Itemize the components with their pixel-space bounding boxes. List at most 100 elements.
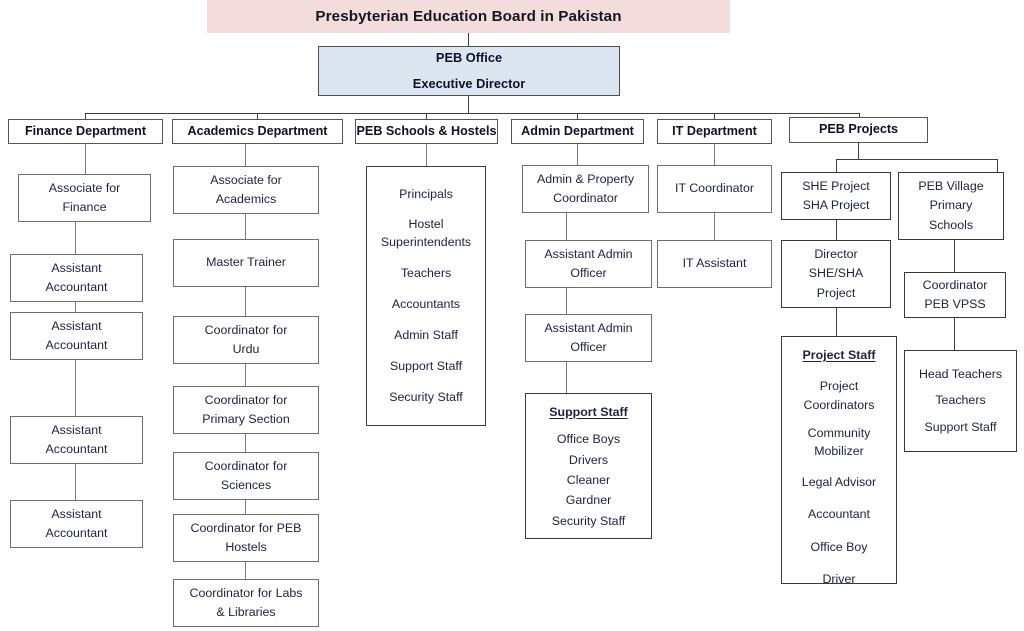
node-coordinator-primary-section: Coordinator for Primary Section: [173, 386, 319, 434]
connector-she-2: [836, 308, 838, 336]
list-item: Project Coordinators: [803, 379, 875, 412]
node-line: Assistant: [51, 506, 102, 521]
node-line: SHE Project: [802, 178, 870, 193]
connector-finance-2: [75, 222, 77, 254]
node-line: Coordinator for: [204, 392, 288, 407]
node-line: SHE/SHA: [808, 266, 864, 281]
list-item: Driver: [822, 571, 856, 586]
node-academics-department: Academics Department: [172, 119, 343, 144]
connector-it-2: [714, 213, 716, 240]
list-item: Legal Advisor: [801, 474, 877, 489]
connector-finance-4: [75, 360, 77, 416]
list-item: Hostel Superintendents: [380, 216, 472, 249]
node-associate-for-academics: Associate for Academics: [173, 166, 319, 214]
node-she-sha-project: SHE Project SHA Project: [781, 172, 891, 220]
node-admin-property-coordinator: Admin & Property Coordinator: [522, 165, 649, 213]
node-coordinator-peb-hostels: Coordinator for PEB Hostels: [173, 514, 319, 562]
node-coordinator-peb-vpss: Coordinator PEB VPSS: [904, 272, 1006, 318]
list-item: Gardner: [565, 493, 612, 508]
node-assistant-accountant-1: Assistant Accountant: [10, 254, 143, 302]
node-peb-projects-label: PEB Projects: [818, 122, 899, 137]
node-line: Assistant Admin: [544, 246, 633, 261]
node-academics-department-label: Academics Department: [187, 123, 328, 138]
connector-projects-riser-vpss: [997, 159, 999, 173]
node-line: Accountant: [45, 280, 108, 294]
connector-schools-1: [426, 144, 428, 166]
connector-academics-5: [245, 434, 247, 452]
node-associate-for-finance: Associate for Finance: [18, 174, 151, 222]
list-item: Teachers: [935, 393, 986, 408]
node-line: Accountant: [45, 338, 108, 352]
node-it-assistant: IT Assistant: [657, 240, 772, 288]
connector-riser-schools: [426, 113, 428, 122]
node-line: Sciences: [220, 478, 272, 492]
node-line: Coordinator for: [204, 322, 288, 337]
list-item: Admin Staff: [394, 327, 458, 342]
list-item: Principals: [399, 186, 453, 201]
list-item: Office Boys: [556, 432, 621, 447]
support-staff-heading: Support Staff: [549, 405, 628, 419]
node-peb-schools-hostels-label: PEB Schools & Hostels: [356, 123, 497, 138]
node-assistant-accountant-3: Assistant Accountant: [10, 416, 143, 464]
node-assistant-accountant-2: Assistant Accountant: [10, 312, 143, 360]
list-item: Support Staff: [924, 420, 997, 435]
node-line: SHA Project: [802, 198, 870, 212]
connector-academics-6: [245, 500, 247, 514]
node-finance-department: Finance Department: [8, 119, 163, 144]
node-line: Admin & Property: [536, 171, 635, 186]
connector-it-1: [714, 144, 716, 165]
connector-finance-5: [75, 464, 77, 500]
connector-finance-1: [85, 144, 87, 174]
list-item: Accountant: [808, 507, 870, 522]
connector-academics-2: [245, 214, 247, 239]
connector-title-to-exec: [468, 33, 470, 46]
node-admin-support-staff: Support Staff Office Boys Drivers Cleane…: [525, 393, 652, 539]
connector-projects-drop: [858, 143, 860, 160]
node-assistant-admin-officer-2: Assistant Admin Officer: [525, 314, 652, 362]
connector-finance-3: [75, 302, 77, 312]
connector-riser-it: [714, 113, 716, 122]
node-line: Coordinator: [922, 277, 988, 292]
node-line: PEB Village: [918, 179, 984, 194]
list-item: Office Boy: [810, 539, 868, 554]
node-finance-department-label: Finance Department: [24, 123, 147, 138]
node-assistant-accountant-4: Assistant Accountant: [10, 500, 143, 548]
node-line: Officer: [570, 266, 607, 280]
node-line: Associate for: [210, 172, 282, 187]
connector-projects-bus: [836, 159, 998, 161]
node-line: Schools: [928, 217, 974, 232]
node-peb-village-primary-schools: PEB Village Primary Schools: [898, 172, 1004, 240]
list-item: Community Mobilizer: [807, 426, 871, 459]
node-line: Project: [816, 285, 856, 300]
node-peb-office-line1: PEB Office: [435, 50, 503, 66]
node-line: Director: [814, 247, 858, 262]
connector-exec-drop: [468, 96, 470, 114]
node-it-department: IT Department: [657, 119, 772, 144]
list-item: Cleaner: [566, 473, 611, 488]
node-line: Urdu: [232, 342, 260, 356]
connector-academics-3: [245, 287, 247, 316]
node-line: Assistant: [51, 318, 102, 333]
list-item: Security Staff: [551, 513, 626, 528]
connector-riser-academics: [257, 113, 259, 122]
project-staff-heading: Project Staff: [802, 348, 876, 362]
connector-admin-3: [566, 288, 568, 314]
connector-academics-1: [245, 144, 247, 166]
node-peb-projects: PEB Projects: [789, 117, 928, 143]
node-it-coordinator: IT Coordinator: [657, 165, 772, 213]
node-master-trainer: Master Trainer: [173, 239, 319, 287]
node-line: Accountant: [45, 442, 108, 456]
node-admin-department-label: Admin Department: [521, 123, 634, 138]
chart-title: Presbyterian Education Board in Pakistan: [207, 0, 730, 33]
connector-academics-4: [245, 364, 247, 386]
list-item: Drivers: [568, 452, 609, 467]
node-line: Finance: [62, 200, 107, 214]
node-line: IT Assistant: [682, 256, 747, 271]
connector-vpss-2: [954, 318, 956, 350]
node-line: Associate for: [48, 180, 121, 195]
node-admin-department: Admin Department: [511, 119, 644, 144]
node-director-she-sha: Director SHE/SHA Project: [781, 240, 891, 308]
node-line: Coordinator for Labs: [189, 585, 303, 600]
node-line: Primary Section: [202, 412, 290, 426]
